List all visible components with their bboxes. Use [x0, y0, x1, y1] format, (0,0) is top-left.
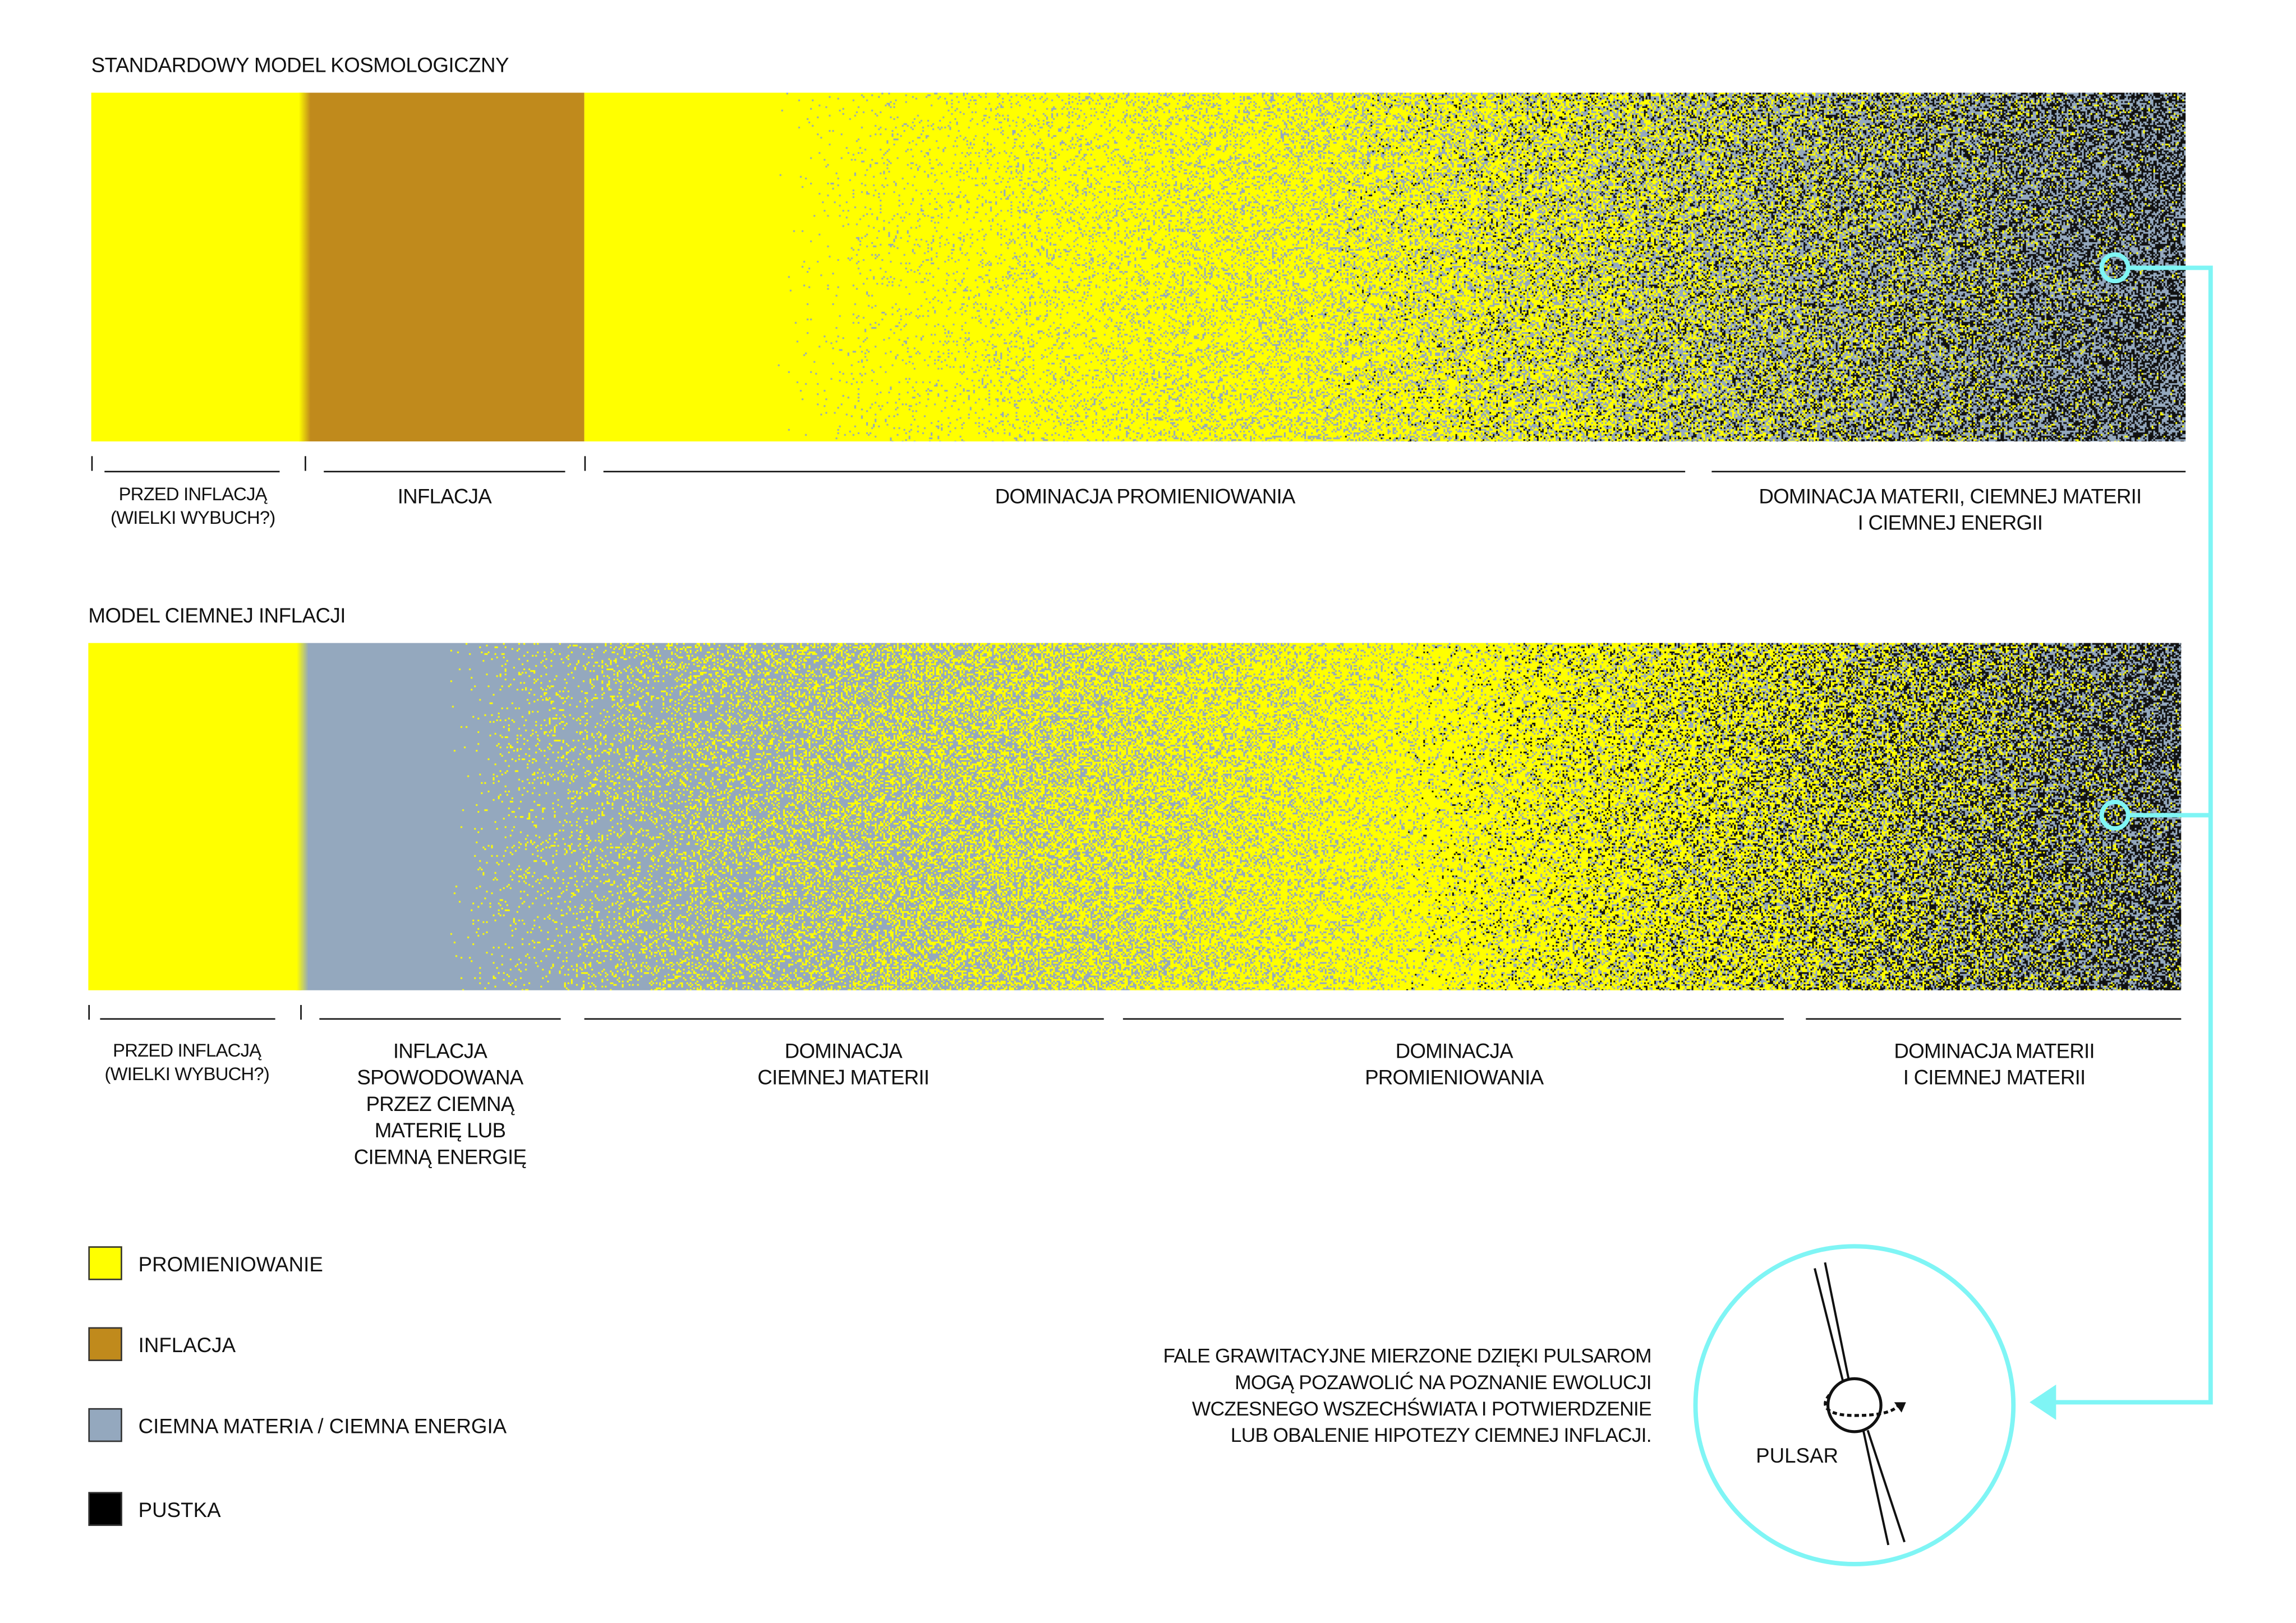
phase-line [603, 471, 1686, 473]
legend-swatch-void [88, 1492, 122, 1526]
phase-label: DOMINACJA MATERII I CIEMNEJ MATERII [1894, 1039, 2095, 1089]
dark-inflation-evolution-band [296, 643, 2182, 990]
legend-swatch-dark [88, 1408, 122, 1442]
dark-inflation-model-title: MODEL CIEMNEJ INFLACJI [88, 603, 346, 627]
pulsar-circle [1693, 1244, 2016, 1566]
marker-circle [2099, 252, 2131, 284]
marker-circle [2099, 799, 2131, 831]
phase-line [1122, 1018, 1784, 1020]
phase-label: PRZED INFLACJĄ (WIELKI WYBUCH?) [110, 484, 275, 528]
caption: FALE GRAWITACYJNE MIERZONE DZIĘKI PULSAR… [1163, 1345, 1652, 1447]
phase-label: DOMINACJA MATERII, CIEMNEJ MATERII I CIE… [1759, 484, 2142, 534]
phase-line [104, 471, 280, 473]
dark-pre-inflation-band [88, 643, 302, 990]
legend-swatch-inflation [88, 1327, 122, 1361]
rotation-arrow-icon [1894, 1402, 1906, 1413]
connector-line [2049, 265, 2213, 1405]
tick [88, 1004, 90, 1020]
phase-line [319, 1018, 561, 1020]
phase-label: INFLACJA SPOWODOWANA PRZEZ CIEMNĄ MATERI… [353, 1039, 527, 1169]
pulsar-icon [1814, 1262, 1906, 1546]
phase-label: DOMINACJA PROMIENIOWANIA [1365, 1039, 1544, 1089]
tick [584, 456, 586, 471]
phase-line [324, 471, 565, 473]
legend-label: PUSTKA [138, 1497, 221, 1521]
phase-label: INFLACJA [397, 484, 492, 508]
tick [305, 456, 306, 471]
legend-label: INFLACJA [138, 1333, 236, 1357]
tick [300, 1004, 302, 1020]
arrow-head-icon [2030, 1384, 2056, 1420]
legend-label: CIEMNA MATERIA / CIEMNA ENERGIA [138, 1414, 507, 1438]
pulsar-label: PULSAR [1756, 1443, 1839, 1467]
phase-line [584, 1018, 1104, 1020]
standard-pre-inflation-band [91, 93, 305, 442]
legend-label: PROMIENIOWANIE [138, 1252, 323, 1276]
standard-model-title: STANDARDOWY MODEL KOSMOLOGICZNY [91, 53, 509, 77]
phase-line [1711, 471, 2186, 473]
phase-line [1806, 1018, 2182, 1020]
standard-radiation-matter-band [584, 93, 2186, 442]
legend-swatch-radiation [88, 1246, 122, 1280]
phase-label: PRZED INFLACJĄ (WIELKI WYBUCH?) [104, 1040, 269, 1085]
standard-inflation-band [298, 93, 585, 442]
phase-label: DOMINACJA CIEMNEJ MATERII [757, 1039, 930, 1089]
phase-label: DOMINACJA PROMIENIOWANIA [995, 484, 1296, 508]
tick [91, 456, 93, 471]
phase-line [100, 1018, 275, 1020]
